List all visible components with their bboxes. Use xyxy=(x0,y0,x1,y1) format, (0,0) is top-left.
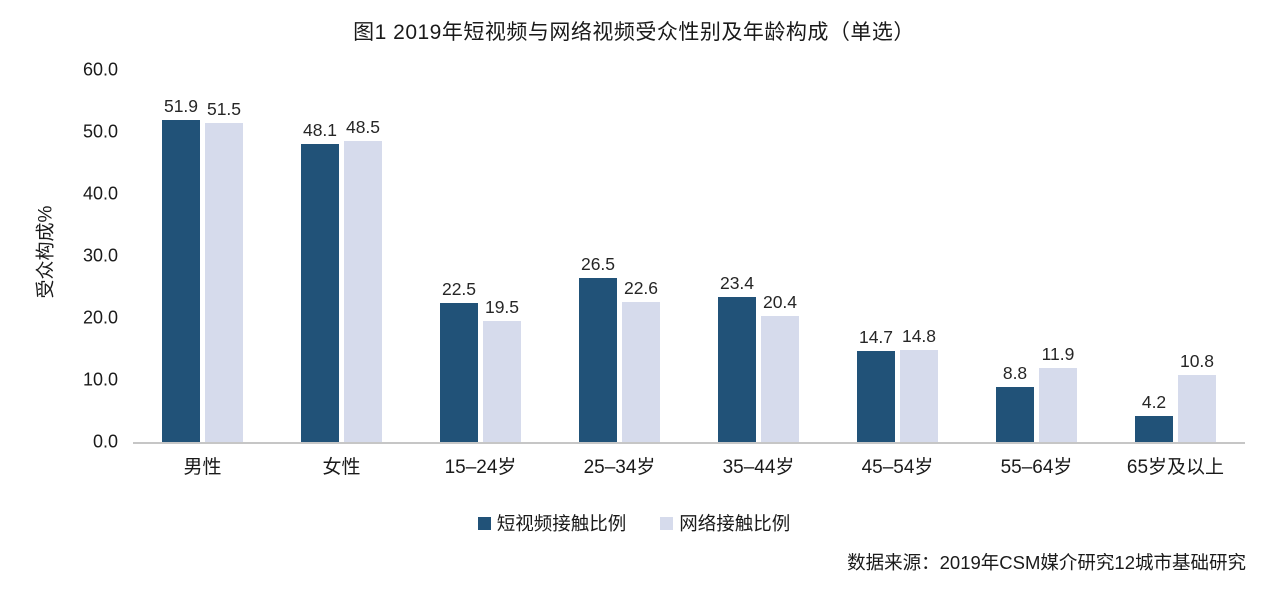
bar: 14.7 xyxy=(857,327,895,442)
value-label: 11.9 xyxy=(1041,344,1075,365)
value-label: 23.4 xyxy=(719,272,755,293)
value-label: 48.5 xyxy=(345,117,381,138)
bar: 20.4 xyxy=(761,292,799,442)
source-note: 数据来源：2019年CSM媒介研究12城市基础研究 xyxy=(847,552,1246,573)
category-label: 35–44岁 xyxy=(722,457,795,478)
bar: 22.6 xyxy=(622,278,660,442)
bar-group: 8.8 11.9 xyxy=(996,70,1077,442)
value-label: 22.5 xyxy=(441,278,477,299)
bar: 48.5 xyxy=(344,117,382,442)
y-tick-label: 0.0 xyxy=(92,431,118,452)
bar-group: 51.9 51.5 xyxy=(162,70,243,442)
category-label: 65岁及以上 xyxy=(1126,457,1225,478)
category-label: 15–24岁 xyxy=(444,457,517,478)
bar: 26.5 xyxy=(579,254,617,442)
category-label: 55–64岁 xyxy=(1000,457,1073,478)
value-label: 14.7 xyxy=(858,326,894,347)
value-label: 51.5 xyxy=(206,98,242,119)
legend-item-series2: 网络接触比例 xyxy=(660,510,790,536)
bar: 4.2 xyxy=(1135,392,1173,442)
category-label: 25–34岁 xyxy=(583,457,656,478)
bar-group: 26.5 22.6 xyxy=(579,70,660,442)
bar: 23.4 xyxy=(718,273,756,442)
bar: 8.8 xyxy=(996,363,1034,442)
bar: 10.8 xyxy=(1178,351,1216,442)
bar-group: 14.7 14.8 xyxy=(857,70,938,442)
bar: 22.5 xyxy=(440,279,478,442)
value-label: 14.8 xyxy=(901,326,937,347)
category-label: 45–54岁 xyxy=(861,457,934,478)
legend-label-series2: 网络接触比例 xyxy=(679,513,791,534)
bar-group: 22.5 19.5 xyxy=(440,70,521,442)
legend-item-series1: 短视频接触比例 xyxy=(477,510,627,536)
y-tick-label: 50.0 xyxy=(82,121,118,142)
bar: 51.9 xyxy=(162,96,200,442)
y-tick-label: 10.0 xyxy=(82,369,118,390)
legend-swatch-series2-icon xyxy=(660,516,674,530)
bar: 19.5 xyxy=(483,297,521,442)
y-tick-label: 40.0 xyxy=(82,183,118,204)
bar: 48.1 xyxy=(301,120,339,442)
y-tick-label: 30.0 xyxy=(82,245,118,266)
bar: 14.8 xyxy=(900,326,938,442)
legend-label-series1: 短视频接触比例 xyxy=(496,513,627,534)
bar-group: 23.4 20.4 xyxy=(718,70,799,442)
value-label: 4.2 xyxy=(1141,391,1167,412)
legend-swatch-series1-icon xyxy=(477,516,491,530)
value-label: 51.9 xyxy=(163,96,199,117)
value-label: 19.5 xyxy=(484,297,520,318)
value-label: 26.5 xyxy=(580,253,616,274)
bar-group: 4.2 10.8 xyxy=(1135,70,1216,442)
category-label: 女性 xyxy=(322,457,361,478)
y-axis-ticks: 0.0 10.0 20.0 30.0 40.0 50.0 60.0 xyxy=(0,60,118,452)
value-label: 10.8 xyxy=(1179,351,1215,372)
bar: 11.9 xyxy=(1039,344,1077,442)
category-label: 男性 xyxy=(183,457,222,478)
y-tick-label: 20.0 xyxy=(82,307,118,328)
value-label: 22.6 xyxy=(623,277,659,298)
plot-area: 51.9 51.5 48.1 48.5 22.5 19.5 26.5 22.6 23.4 20.4… xyxy=(133,70,1245,444)
legend: 短视频接触比例 网络接触比例 xyxy=(0,510,1268,536)
bar-group: 48.1 48.5 xyxy=(301,70,382,442)
chart-title: 图1 2019年短视频与网络视频受众性别及年龄构成（单选） xyxy=(353,21,915,44)
x-axis-category-labels: 男性 女性 15–24岁 25–34岁 35–44岁 45–54岁 55–64岁 65岁及以上 xyxy=(133,452,1245,479)
value-label: 8.8 xyxy=(1002,363,1028,384)
value-label: 48.1 xyxy=(302,119,338,140)
bar: 51.5 xyxy=(205,99,243,442)
value-label: 20.4 xyxy=(762,291,798,312)
y-tick-label: 60.0 xyxy=(82,59,118,80)
